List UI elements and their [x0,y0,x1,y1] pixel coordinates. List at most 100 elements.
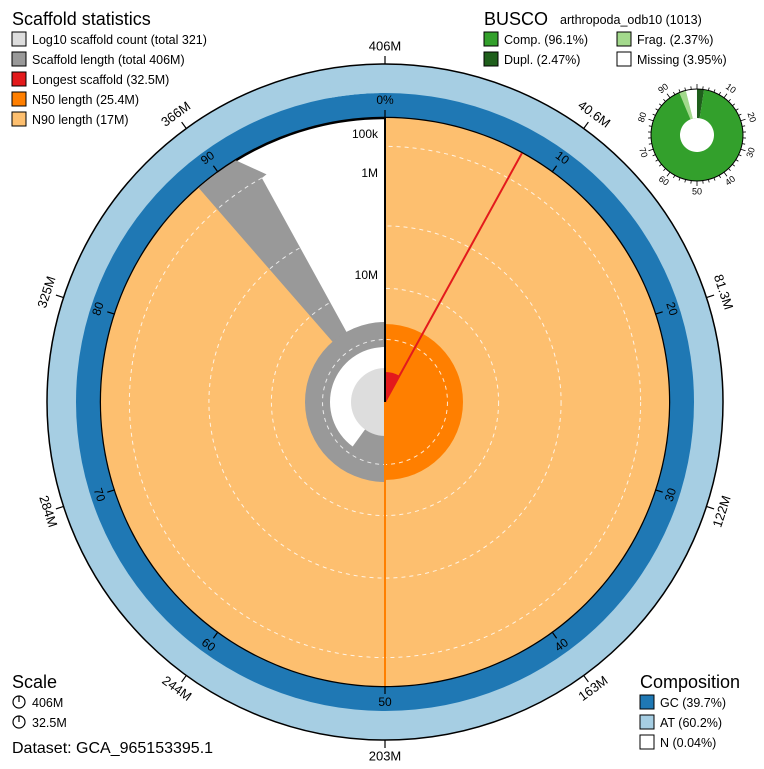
busco-tick [718,91,721,95]
gc-noise-tick [345,81,349,96]
busco-tick [708,87,710,91]
percent-tick-mark [212,631,219,639]
busco-legend-item-swatch [616,31,632,47]
gc-noise-tick [358,85,361,95]
busco-tick-label: 70 [637,146,650,159]
gc-noise-tick [367,81,370,94]
scaffold-legend-item-label: Log10 scaffold count (total 321) [32,33,207,47]
outer-tick-mark [583,121,589,129]
scaffold-legend-item-swatch [11,111,27,127]
busco-tick [732,164,736,167]
scaffold-legend-item-swatch [11,91,27,107]
scaffold-legend-item-swatch [11,31,27,47]
busco-tick [648,148,654,152]
busco-duplicated-slice [697,89,705,119]
busco-tick [742,143,746,145]
composition-legend-item-swatch [639,714,655,730]
busco-fragmented-slice [679,90,693,120]
percent-tick-label: 30 [662,486,680,503]
busco-tick [723,93,728,99]
gc-noise-tick [333,89,337,98]
gc-noise-tick [349,77,353,95]
busco-tick [648,125,652,127]
busco-tick [652,113,656,116]
busco-tick [666,171,671,177]
busco-tick [735,108,739,111]
gc-noise-tick [368,83,371,94]
gc-noise-tick [337,86,340,97]
busco-legend-item-swatch [483,51,499,67]
busco-tick [728,99,731,102]
outer-tick-label: 325M [34,274,58,310]
gc-noise-tick [348,86,351,96]
percent-tick-label: 80 [89,300,107,317]
busco-tick [735,159,739,162]
scaffold-legend-item-label: N50 length (25.4M) [32,93,139,107]
busco-legend-item-swatch [616,51,632,67]
percent-tick-mark [107,311,116,315]
busco-tick [658,103,662,106]
gc-noise-tick [371,78,374,94]
composition-legend-item-swatch [639,694,655,710]
outer-tick-mark [706,294,715,299]
gc-noise [328,75,385,98]
n50-area [385,324,463,480]
radial-label-10m: 10M [355,268,378,282]
gc-noise-tick [344,79,348,96]
gc-noise-tick [341,84,345,96]
percent-tick-mark [551,165,558,173]
busco-tick-label: 30 [744,146,757,159]
composition-title: Composition [640,672,740,692]
busco-tick-label: 40 [723,174,737,188]
percent-tick-mark [212,165,219,173]
busco-tick [678,177,681,181]
outer-tick-label: 284M [36,494,60,530]
gc-noise-tick [336,84,340,97]
percent-tick-mark [654,311,663,315]
busco-tick [648,118,654,122]
gc-noise-tick [356,80,359,95]
gc-noise-tick [344,88,347,96]
scaffold-legend-item-label: Longest scaffold (32.5M) [32,73,169,87]
composition-legend: Composition GC (39.7%) AT (60.2%) N (0.04%… [639,672,740,750]
busco-tick [666,93,671,99]
busco-tick [678,89,681,93]
busco-tick [740,118,746,122]
busco-legend-item-label: Dupl. (2.47%) [504,53,580,67]
busco-tick [663,168,666,171]
outer-tick-label: 81.3M [711,272,736,311]
gc-noise-tick [350,79,354,95]
gc-noise-tick [354,76,357,95]
percent-tick-mark [107,489,116,493]
busco-tick-label: 10 [724,81,738,95]
busco-tick [673,175,676,179]
scaffold-count-spiral [261,120,419,482]
busco-tick [713,89,716,93]
gc-noise-tick [339,81,344,97]
outer-tick-label: 406M [369,38,402,53]
busco-lineage: arthropoda_odb10 (1013) [560,13,702,27]
gc-noise-tick [364,75,367,94]
scale-label: 406M [32,696,63,710]
gc-noise-tick [360,78,364,94]
gc-noise-tick [330,84,334,98]
gc-noise-tick [342,86,346,96]
scaffold-legend-item-label: N90 length (17M) [32,113,129,127]
gc-noise-tick [329,82,334,98]
percent-tick-mark [654,489,663,493]
longest-scaffold-wedge [385,372,400,402]
busco-tick-label: 50 [692,186,702,196]
scaffold-legend-item-swatch [11,51,27,67]
scaffold-legend-item-swatch [11,71,27,87]
busco-tick [673,91,676,95]
busco-missing-slice [685,89,697,119]
busco-tick [738,154,742,157]
gc-noise-tick [362,82,365,94]
busco-legend-item-label: Missing (3.95%) [637,53,727,67]
busco-tick [684,179,686,183]
radial-label-1m: 1M [361,166,378,180]
outer-tick-label: 203M [369,748,402,763]
gc-noise-tick [361,80,364,94]
outer-tick-mark [181,121,187,129]
gc-noise-tick [333,80,338,97]
